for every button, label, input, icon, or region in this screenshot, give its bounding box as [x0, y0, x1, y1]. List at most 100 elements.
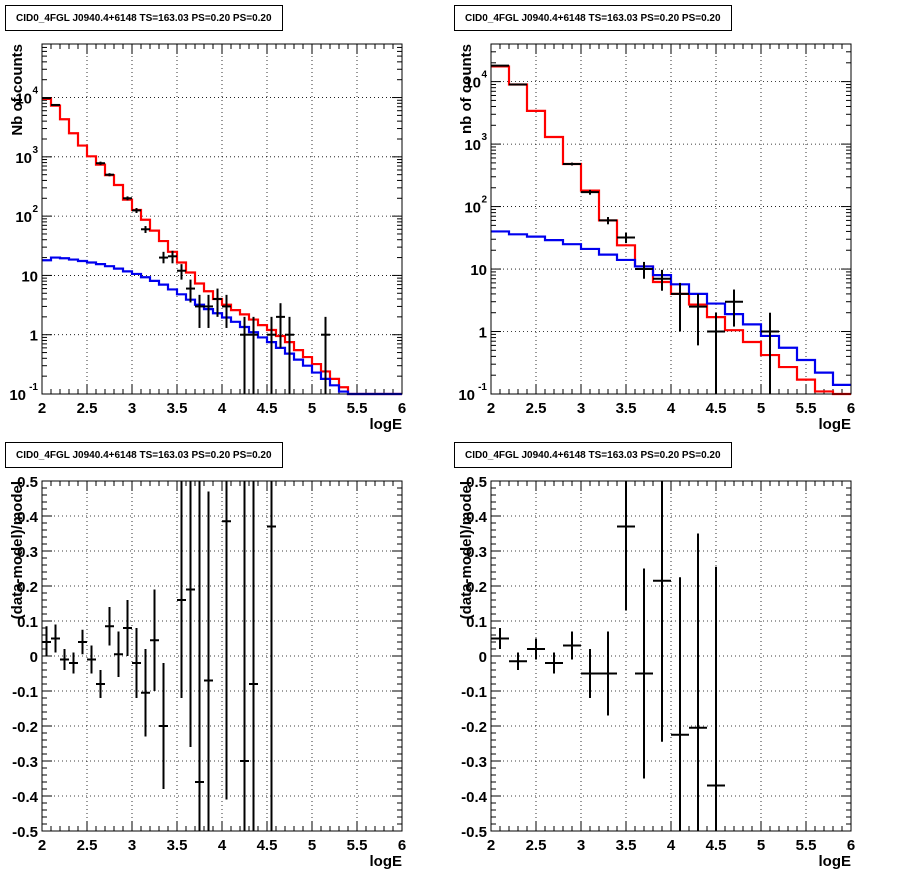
data-point — [159, 663, 168, 789]
data-point — [96, 670, 105, 698]
x-tick-label: 2 — [487, 837, 495, 854]
data-point — [581, 189, 599, 195]
x-tick-label: 3 — [577, 400, 585, 417]
data-point — [599, 631, 617, 716]
data-point — [599, 217, 617, 225]
x-tick-label: 5 — [308, 837, 316, 854]
data-point — [491, 628, 509, 649]
x-tick-label: 2 — [38, 400, 46, 417]
model-histogram — [42, 256, 402, 396]
x-tick-label: 2.5 — [526, 837, 547, 854]
y-tick-exponent: 2 — [32, 204, 38, 215]
data-point — [141, 226, 150, 233]
x-tick-label: 2.5 — [77, 400, 98, 417]
x-tick-label: 4.5 — [257, 400, 278, 417]
y-tick-label: -0.3 — [12, 754, 38, 771]
y-tick-exponent: -1 — [29, 382, 38, 393]
plot-residual-left: 2 2.5 3 3.5 4 4.5 5 5.5 6 -0.5 -0.4 -0.3 -0.2 -0.1 0 0.… — [9, 474, 406, 870]
x-tick-label: 2.5 — [526, 400, 547, 417]
y-tick-label: 10 — [458, 387, 475, 404]
data-point — [177, 264, 186, 280]
y-tick-label: 10 — [15, 209, 32, 226]
x-tick-label: 5 — [308, 400, 316, 417]
data-point — [105, 173, 114, 177]
x-tick-label: 3.5 — [616, 837, 637, 854]
y-tick-label: 1 — [479, 325, 487, 342]
y-tick-label: 1 — [30, 328, 38, 345]
data-point — [563, 631, 581, 660]
data-point — [689, 293, 707, 346]
data-point — [725, 289, 743, 327]
y-tick-label: 10 — [464, 75, 481, 92]
x-tick-label: 3.5 — [167, 400, 188, 417]
data-point — [267, 481, 276, 831]
y-tick-label: 10 — [464, 200, 481, 217]
data-point — [635, 261, 653, 279]
data-point — [689, 533, 707, 831]
y-tick-label: -0.1 — [12, 684, 38, 701]
data-point — [51, 103, 60, 106]
data-point — [563, 162, 581, 166]
pad-title: CID0_4FGL J0940.4+6148 TS=163.03 PS=0.20… — [454, 442, 732, 468]
y-tick-label: -0.4 — [461, 789, 488, 806]
data-point — [195, 294, 204, 328]
data-point — [617, 481, 635, 611]
y-tick-label: 10 — [21, 268, 38, 285]
plot-counts-left: 2 2.5 3 3.5 4 4.5 5 5.5 6-110110210310410logENb … — [9, 43, 406, 433]
x-tick-label: 5 — [757, 400, 765, 417]
data-point — [285, 316, 294, 394]
data-point — [321, 316, 330, 394]
pad-title: CID0_4FGL J0940.4+6148 TS=163.03 PS=0.20… — [5, 442, 283, 468]
data-point — [249, 481, 258, 831]
data-point — [177, 481, 186, 698]
y-tick-label: 0.3 — [17, 544, 38, 561]
x-tick-label: 5.5 — [347, 400, 368, 417]
y-tick-label: 0.2 — [17, 579, 38, 596]
data-point — [653, 269, 671, 291]
y-axis-label: (data-model)/model — [458, 481, 475, 619]
y-tick-label: 0.5 — [17, 474, 38, 491]
plot-frame — [490, 43, 852, 395]
data-point — [123, 196, 132, 201]
y-tick-label: 10 — [15, 150, 32, 167]
x-tick-label: 5.5 — [796, 837, 817, 854]
data-point — [276, 303, 285, 348]
x-tick-label: 3.5 — [167, 837, 188, 854]
y-tick-label: -0.5 — [461, 824, 487, 841]
data-point — [240, 481, 249, 831]
data-point — [249, 316, 258, 394]
data-point — [267, 316, 276, 394]
plot-frame — [41, 480, 403, 832]
data-point — [527, 638, 545, 660]
y-tick-label: 0.4 — [466, 509, 488, 526]
data-point — [635, 568, 653, 779]
y-tick-label: -0.1 — [461, 684, 487, 701]
x-tick-label: 4.5 — [706, 400, 727, 417]
pad-residual-right: 2 2.5 3 3.5 4 4.5 5 5.5 6 -0.5 -0.4 -0.3 -0.2 -0.1 0 0.… — [449, 437, 898, 875]
x-tick-label: 5.5 — [347, 837, 368, 854]
data-point — [491, 64, 509, 67]
y-tick-label: 0 — [30, 649, 38, 666]
data-point — [42, 626, 51, 656]
data-point — [761, 312, 779, 394]
data-point — [509, 652, 527, 670]
x-tick-label: 6 — [398, 837, 406, 854]
x-axis-label: logE — [370, 416, 403, 433]
plot-counts-right: 2 2.5 3 3.5 4 4.5 5 5.5 6-110110210310410logEnb … — [458, 43, 855, 433]
x-axis-label: logE — [819, 853, 852, 870]
x-axis-label: logE — [370, 853, 403, 870]
y-axis-label: (data-model)/model — [9, 481, 26, 619]
y-tick-exponent: 3 — [481, 132, 487, 143]
data-point — [707, 312, 725, 394]
data-point — [240, 316, 249, 394]
x-tick-label: 4 — [218, 400, 227, 417]
x-tick-label: 4 — [667, 400, 676, 417]
y-tick-label: 0.5 — [466, 474, 487, 491]
y-tick-exponent: 4 — [481, 70, 487, 81]
x-tick-label: 2 — [487, 400, 495, 417]
x-tick-label: 6 — [847, 837, 855, 854]
y-tick-label: 10 — [9, 387, 26, 404]
data-point — [195, 481, 204, 831]
data-point — [114, 631, 123, 677]
y-tick-label: 0.1 — [17, 614, 38, 631]
